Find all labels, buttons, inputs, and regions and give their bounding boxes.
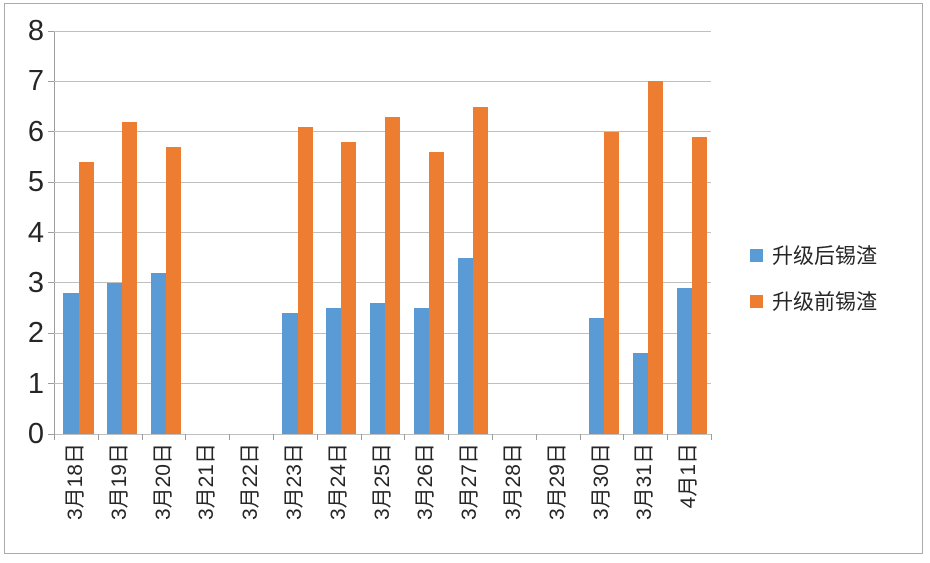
x-axis-tick-14 [667, 434, 669, 440]
bar-升级前锡渣-3月27日 [472, 106, 488, 434]
x-axis-tick-1 [97, 434, 99, 440]
y-axis-tick-5 [48, 181, 54, 183]
plot-area [54, 30, 711, 435]
x-axis-label-3月18日: 3月18日 [63, 443, 87, 521]
bar-升级后锡渣-3月18日 [63, 292, 79, 434]
gridline-4 [54, 232, 711, 233]
bar-升级后锡渣-3月24日 [326, 308, 342, 434]
y-axis-tick-label-8: 8 [27, 15, 44, 47]
gridline-7 [54, 80, 711, 82]
x-axis-tick-5 [273, 434, 274, 440]
x-axis-label-3月26日: 3月26日 [414, 443, 438, 521]
x-axis-tick-9 [448, 434, 450, 440]
x-axis-tick-3 [185, 434, 187, 440]
legend: 升级后锡渣 升级前锡渣 [750, 242, 877, 314]
x-axis-tick-11 [535, 434, 537, 440]
x-axis-tick-4 [229, 434, 231, 440]
bar-升级前锡渣-3月19日 [122, 121, 138, 434]
x-axis-label-3月20日: 3月20日 [151, 443, 175, 521]
x-axis-tick-end [711, 434, 712, 440]
gridline-0 [54, 433, 711, 435]
y-axis-tick-7 [48, 80, 54, 82]
bar-升级前锡渣-3月23日 [297, 126, 313, 434]
gridline-5 [54, 181, 711, 183]
legend-item-after-upgrade: 升级后锡渣 [750, 242, 877, 268]
x-axis-label-3月19日: 3月19日 [107, 443, 131, 521]
gridline-6 [54, 131, 711, 133]
bar-升级前锡渣-3月18日 [78, 161, 94, 434]
y-axis-tick-1 [48, 383, 54, 385]
gridline-8 [54, 30, 711, 32]
y-axis-tick-8 [48, 30, 54, 32]
x-axis-tick-7 [360, 434, 362, 440]
y-axis-tick-label-5: 5 [27, 166, 44, 199]
bar-升级后锡渣-3月23日 [282, 313, 298, 434]
x-axis-tick-2 [141, 434, 143, 440]
bar-升级后锡渣-3月19日 [107, 282, 123, 434]
bar-升级后锡渣-4月1日 [676, 287, 692, 434]
x-axis-label-3月31日: 3月31日 [633, 443, 657, 521]
y-axis-tick-label-7: 7 [27, 65, 44, 98]
y-axis-tick-4 [48, 232, 54, 233]
y-axis-tick-label-4: 4 [27, 216, 44, 249]
y-axis-tick-label-2: 2 [27, 317, 44, 350]
bar-升级后锡渣-3月27日 [457, 257, 473, 434]
x-axis-label-3月29日: 3月29日 [545, 443, 569, 521]
x-axis-tick-0 [54, 434, 55, 440]
x-axis-label-3月25日: 3月25日 [370, 443, 394, 521]
legend-swatch-before-upgrade [750, 294, 763, 308]
bar-升级前锡渣-4月1日 [691, 136, 707, 434]
x-axis-tick-12 [579, 434, 581, 440]
bar-升级后锡渣-3月26日 [413, 308, 429, 434]
x-axis-label-3月22日: 3月22日 [239, 443, 263, 521]
bar-升级前锡渣-3月25日 [385, 116, 401, 434]
legend-label-after-upgrade: 升级后锡渣 [772, 245, 877, 268]
bar-升级前锡渣-3月24日 [341, 141, 357, 434]
bar-升级前锡渣-3月26日 [428, 151, 445, 434]
x-axis-tick-13 [623, 434, 625, 440]
x-axis-label-3月24日: 3月24日 [326, 443, 350, 521]
y-axis-line [54, 31, 55, 439]
bar-升级前锡渣-3月30日 [604, 131, 620, 434]
legend-item-before-upgrade: 升级前锡渣 [750, 288, 877, 314]
x-axis-tick-10 [492, 434, 493, 440]
bar-升级前锡渣-3月31日 [647, 81, 664, 434]
x-axis-tick-8 [404, 434, 406, 440]
x-axis-label-4月1日: 4月1日 [677, 443, 701, 509]
gridline-3 [54, 282, 711, 284]
y-axis-tick-3 [48, 282, 54, 284]
x-axis-label-3月28日: 3月28日 [501, 443, 525, 521]
bar-升级后锡渣-3月30日 [589, 318, 605, 434]
x-axis-tick-6 [316, 434, 318, 440]
y-axis-tick-label-6: 6 [27, 115, 44, 148]
x-axis-label-3月30日: 3月30日 [589, 443, 613, 521]
bar-升级后锡渣-3月25日 [370, 303, 386, 434]
bar-升级后锡渣-3月20日 [151, 272, 167, 434]
y-axis-tick-label-1: 1 [27, 367, 44, 400]
y-axis-tick-2 [48, 332, 54, 334]
y-axis-tick-6 [48, 131, 54, 133]
bar-升级后锡渣-3月31日 [632, 353, 648, 434]
x-axis-label-3月23日: 3月23日 [282, 443, 306, 521]
y-axis-tick-label-3: 3 [27, 266, 44, 299]
legend-swatch-after-upgrade [750, 248, 763, 262]
y-axis-tick-label-0: 0 [27, 418, 44, 450]
y-axis-tick-0 [48, 433, 54, 435]
x-axis-label-3月21日: 3月21日 [195, 443, 219, 521]
x-axis-label-3月27日: 3月27日 [458, 443, 482, 521]
bar-升级前锡渣-3月20日 [166, 146, 182, 434]
legend-label-before-upgrade: 升级前锡渣 [772, 291, 877, 314]
